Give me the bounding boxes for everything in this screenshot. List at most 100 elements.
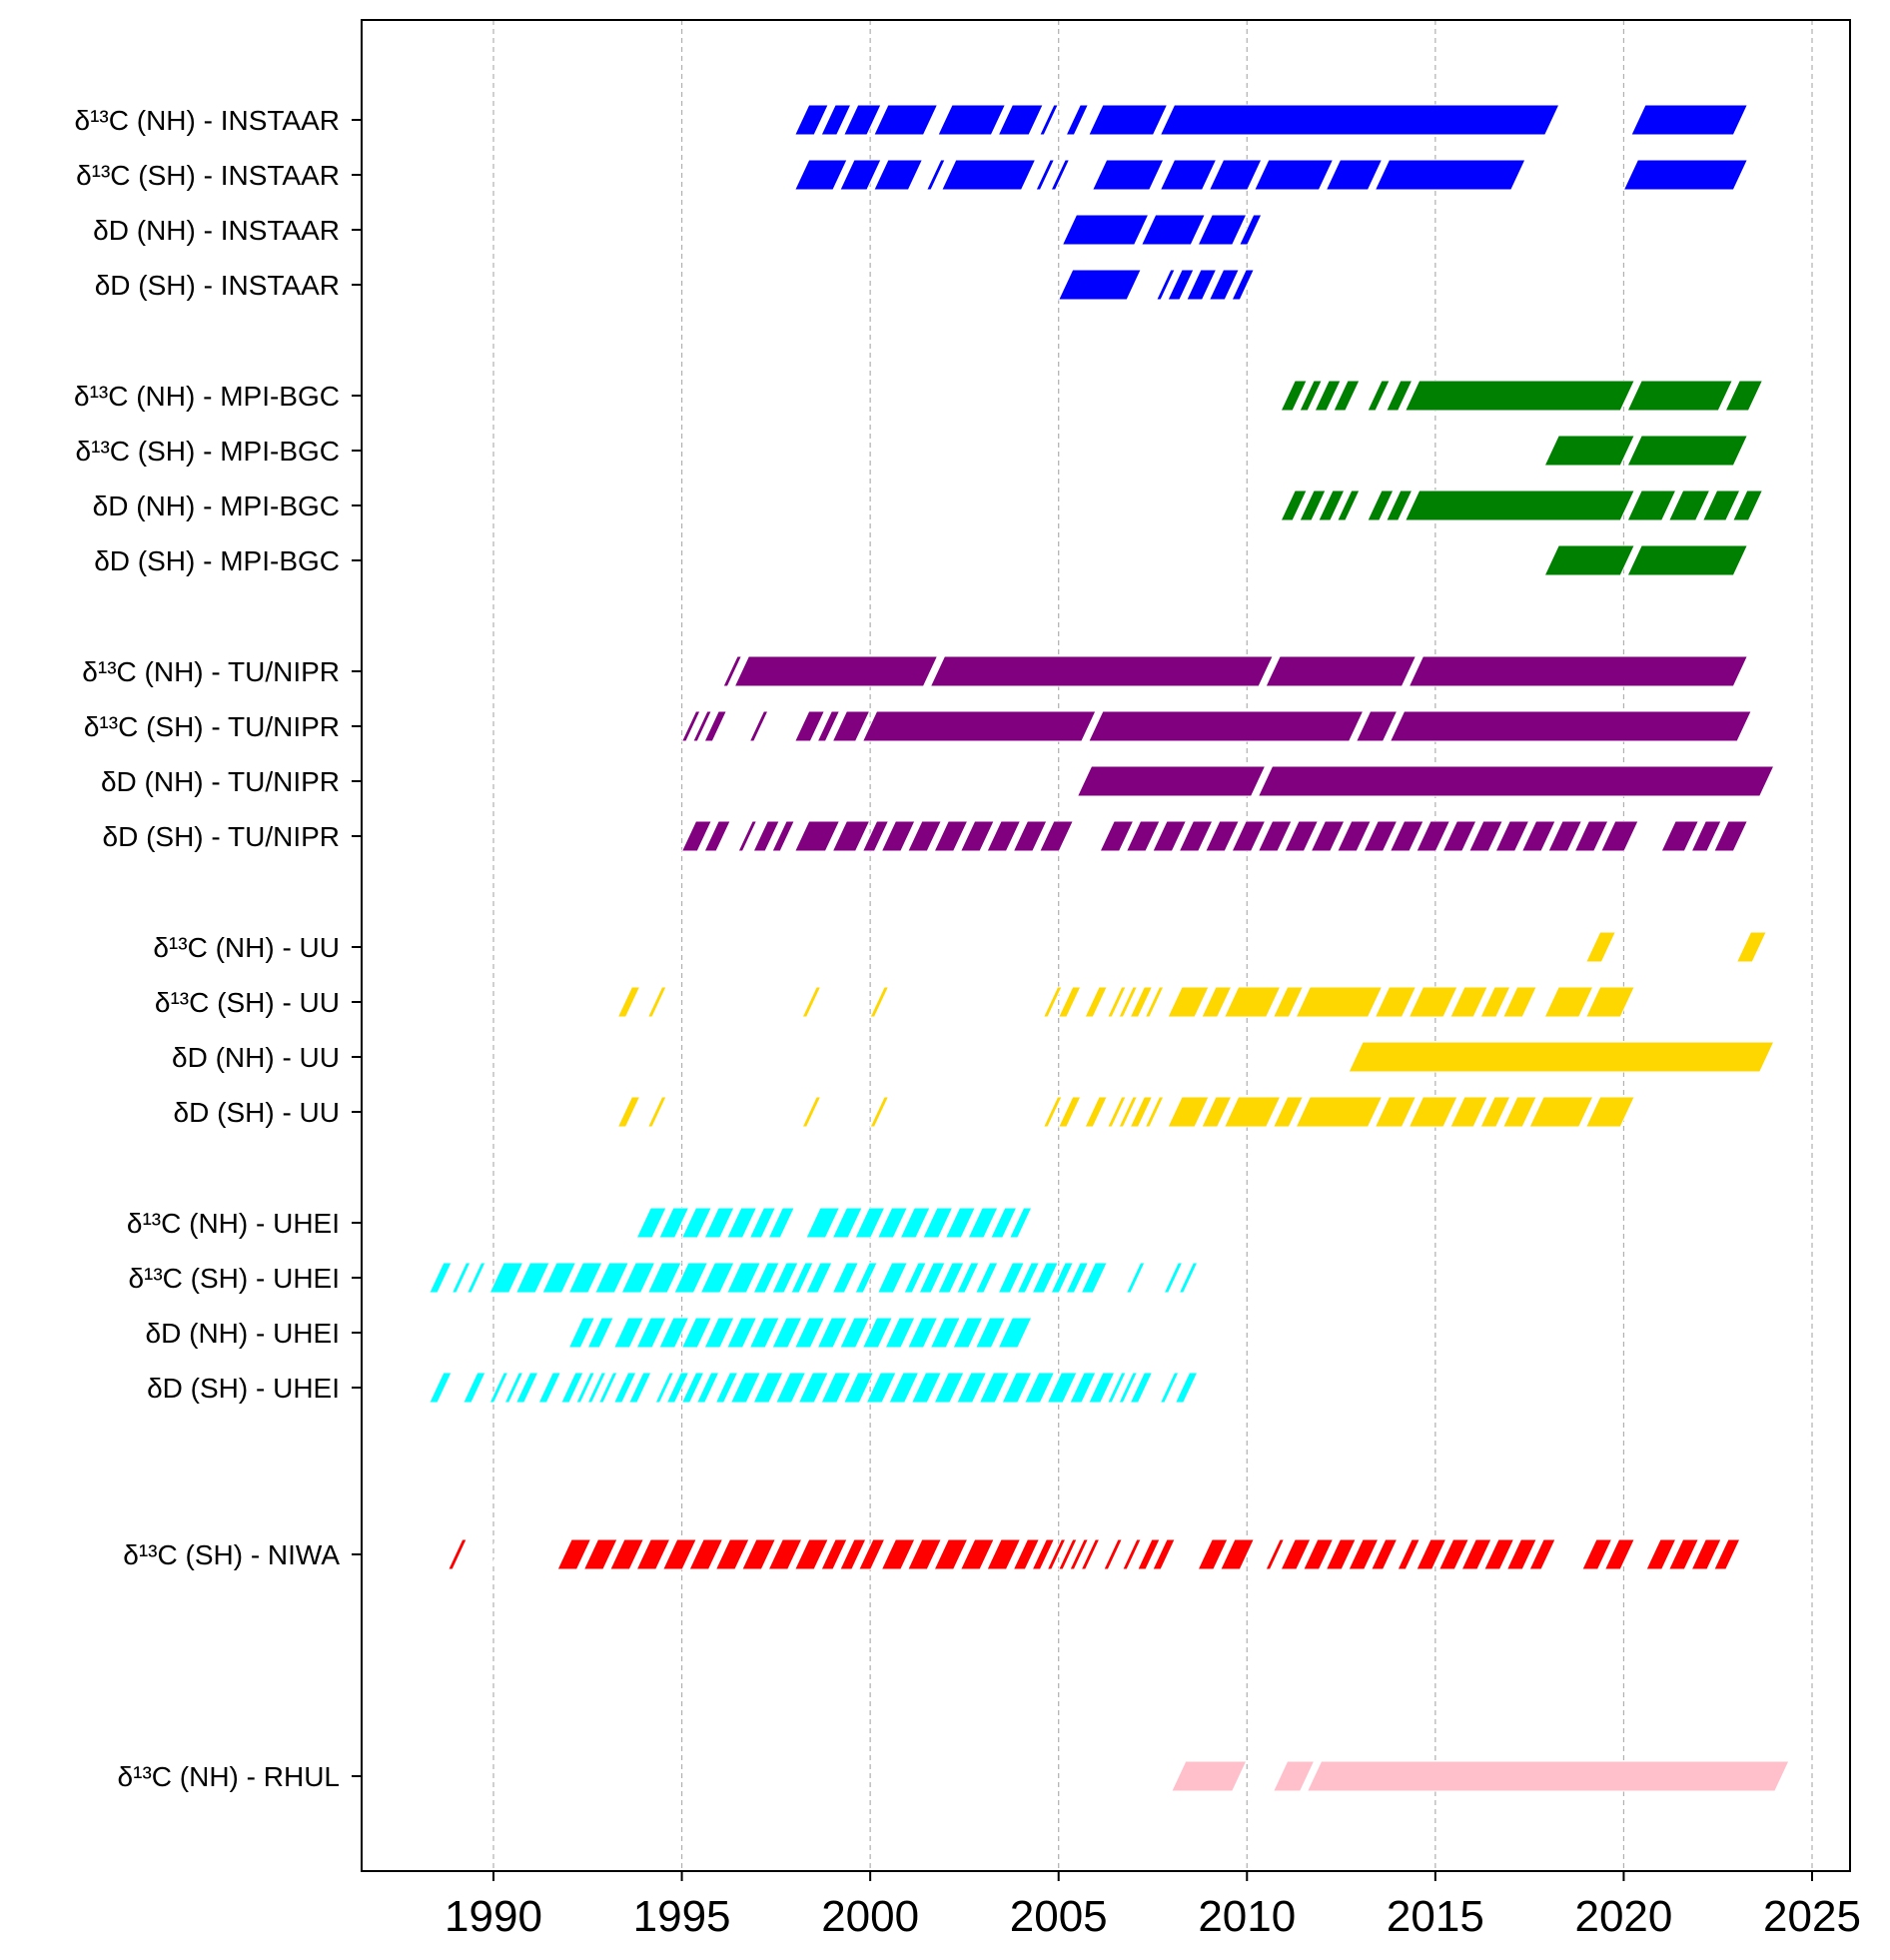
segment-0-5 <box>997 104 1044 136</box>
row-segments-5 <box>1543 435 1749 467</box>
segment-15-17 <box>1042 1096 1063 1128</box>
segment-19-9 <box>597 1372 618 1404</box>
row-segments-6 <box>1280 490 1764 521</box>
segment-20-29 <box>1137 1538 1161 1570</box>
segment-11-6 <box>831 820 871 852</box>
segment-18-2 <box>612 1317 645 1349</box>
segment-17-9 <box>646 1262 682 1294</box>
segment-19-10 <box>612 1372 637 1404</box>
segment-2-3 <box>1238 214 1263 246</box>
segment-19-31 <box>1046 1372 1078 1404</box>
segment-19-15 <box>695 1372 720 1404</box>
segment-19-19 <box>775 1372 807 1404</box>
segment-16-12 <box>922 1207 954 1239</box>
segment-19-6 <box>560 1372 584 1404</box>
segment-20-7 <box>661 1538 697 1570</box>
segment-11-19 <box>1205 820 1240 852</box>
segment-20-50 <box>1690 1538 1722 1570</box>
segment-11-27 <box>1416 820 1451 852</box>
segment-17-8 <box>620 1262 656 1294</box>
segment-20-21 <box>1012 1538 1041 1570</box>
segment-11-2 <box>737 820 758 852</box>
segment-20-41 <box>1437 1538 1470 1570</box>
segment-17-14 <box>771 1262 799 1294</box>
segment-0-9 <box>1088 104 1169 136</box>
grid-layer <box>492 20 1813 1871</box>
segment-11-34 <box>1600 820 1639 852</box>
row-segments-18 <box>567 1317 1033 1349</box>
row-segments-11 <box>680 820 1749 852</box>
segment-1-7 <box>1091 159 1165 191</box>
segment-19-26 <box>933 1372 965 1404</box>
segment-19-12 <box>654 1372 675 1404</box>
row-segments-15 <box>429 1096 1635 1128</box>
segment-17-27 <box>1031 1262 1059 1294</box>
segment-13-16 <box>1008 986 1026 1018</box>
segment-11-4 <box>771 820 795 852</box>
segment-13-28 <box>1295 986 1384 1018</box>
segment-17-19 <box>876 1262 909 1294</box>
segment-9-5 <box>816 710 841 742</box>
segment-0-2 <box>842 104 882 136</box>
segment-13-30 <box>1408 986 1458 1018</box>
segment-15-33 <box>1501 1096 1537 1128</box>
segment-4-6 <box>1404 380 1635 412</box>
segment-19-25 <box>910 1372 943 1404</box>
segment-11-25 <box>1363 820 1399 852</box>
x-tick-label-2000: 2000 <box>821 1892 919 1941</box>
x-tick-label-2005: 2005 <box>1010 1892 1108 1941</box>
segment-18-12 <box>839 1317 871 1349</box>
segment-15-0 <box>429 1096 446 1128</box>
row-segments-19 <box>429 1372 1199 1404</box>
segment-9-10 <box>1389 710 1752 742</box>
segment-0-3 <box>873 104 939 136</box>
segment-18-7 <box>726 1317 758 1349</box>
segment-17-21 <box>918 1262 946 1294</box>
segment-16-3 <box>703 1207 735 1239</box>
segment-1-1 <box>839 159 882 191</box>
segment-6-2 <box>1318 490 1346 521</box>
segment-6-0 <box>1280 490 1308 521</box>
segment-2-1 <box>1140 214 1207 246</box>
segment-1-0 <box>793 159 848 191</box>
segment-20-17 <box>907 1538 943 1570</box>
row-segments-21 <box>1171 1760 1790 1792</box>
row-segments-14 <box>1348 1041 1775 1073</box>
segment-0-4 <box>937 104 1007 136</box>
segment-6-10 <box>1732 490 1764 521</box>
segment-19-14 <box>680 1372 705 1404</box>
row-segments-7 <box>1543 544 1749 576</box>
segment-21-0 <box>1171 1760 1248 1792</box>
segment-11-17 <box>1152 820 1188 852</box>
segment-16-11 <box>899 1207 931 1239</box>
segment-15-9 <box>801 1096 822 1128</box>
segment-14-0 <box>1348 1041 1775 1073</box>
segment-19-28 <box>978 1372 1010 1404</box>
segment-11-3 <box>752 820 780 852</box>
segment-17-13 <box>752 1262 780 1294</box>
segment-11-8 <box>880 820 916 852</box>
segment-11-5 <box>793 820 841 852</box>
segment-9-0 <box>680 710 701 742</box>
segment-0-11 <box>1630 104 1749 136</box>
segment-20-44 <box>1505 1538 1537 1570</box>
row-label-11: δD (SH) - TU/NIPR <box>102 821 340 852</box>
segment-19-24 <box>888 1372 920 1404</box>
segment-13-11 <box>846 986 863 1018</box>
segment-13-8 <box>767 986 784 1018</box>
segment-19-34 <box>1106 1372 1127 1404</box>
segment-17-0 <box>429 1262 453 1294</box>
segment-15-20 <box>1106 1096 1127 1128</box>
segment-18-6 <box>703 1317 735 1349</box>
segment-8-0 <box>722 655 743 687</box>
segment-19-30 <box>1023 1372 1056 1404</box>
segment-15-29 <box>1374 1096 1418 1128</box>
segment-0-8 <box>1065 104 1090 136</box>
row-segments-0 <box>793 104 1749 136</box>
segment-16-8 <box>831 1207 863 1239</box>
segment-5-0 <box>1543 435 1635 467</box>
segment-13-3 <box>597 986 614 1018</box>
segment-20-16 <box>880 1538 916 1570</box>
segment-1-6 <box>1050 159 1071 191</box>
segment-19-0 <box>429 1372 453 1404</box>
